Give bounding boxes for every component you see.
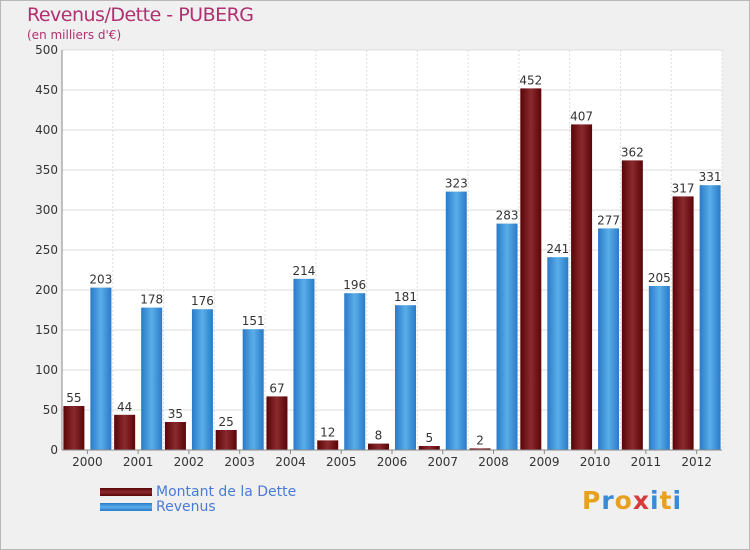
logo-letter: o — [614, 486, 633, 515]
data-label-revenus: 181 — [394, 290, 417, 304]
data-label-dette: 67 — [269, 381, 284, 395]
bar-dette — [571, 124, 593, 451]
y-tick-label: 200 — [35, 283, 58, 297]
bar-revenus — [496, 223, 518, 450]
y-tick-label: 100 — [35, 363, 58, 377]
data-label-dette: 362 — [621, 145, 644, 159]
x-tick-label: 2011 — [631, 455, 662, 469]
x-tick-label: 2003 — [224, 455, 255, 469]
bar-revenus — [395, 305, 416, 450]
axes: 0 50 100 150 200 250 300 350 400 450 500 2000 2001 20… — [35, 43, 722, 469]
data-label-revenus: 196 — [343, 278, 366, 292]
data-label-revenus: 176 — [191, 294, 214, 308]
data-label-revenus: 178 — [140, 293, 163, 307]
logo-letter: i — [650, 486, 660, 515]
bar-dette — [266, 396, 288, 450]
y-tick-label: 450 — [35, 83, 58, 97]
bar-revenus — [547, 257, 569, 450]
bar-dette — [520, 88, 542, 451]
bar-dette — [672, 196, 694, 450]
legend-label-dette: Montant de la Dette — [156, 483, 297, 500]
data-label-revenus: 241 — [546, 242, 569, 256]
x-tick-label: 2009 — [529, 455, 560, 469]
x-tick-label: 2004 — [275, 455, 306, 469]
data-label-revenus: 214 — [293, 264, 316, 278]
data-label-dette: 8 — [375, 429, 383, 443]
x-tick-label: 2005 — [326, 455, 357, 469]
x-tick-label: 2006 — [377, 455, 408, 469]
x-tick-label: 2000 — [72, 455, 103, 469]
bar-revenus — [191, 309, 213, 450]
bar-dette — [114, 414, 136, 450]
data-label-dette: 452 — [519, 73, 542, 87]
y-tick-label: 0 — [50, 443, 58, 457]
bar-dette — [368, 443, 389, 450]
x-tick-label: 2008 — [478, 455, 509, 469]
y-tick-label: 50 — [43, 403, 58, 417]
bar-revenus — [445, 191, 467, 450]
proxiti-logo: Proxiti — [582, 486, 682, 515]
data-label-dette: 407 — [570, 109, 593, 123]
data-label-dette: 5 — [425, 431, 433, 445]
x-tick-label: 2010 — [580, 455, 611, 469]
bar-revenus — [90, 287, 112, 450]
data-label-revenus: 277 — [597, 213, 620, 227]
bar-dette — [418, 446, 440, 450]
data-label-revenus: 331 — [699, 170, 722, 184]
y-tick-label: 300 — [35, 203, 58, 217]
data-label-dette: 12 — [320, 425, 335, 439]
bar-dette — [621, 160, 643, 450]
legend-swatch-dette — [100, 487, 152, 496]
chart-subtitle: (en milliers d'€) — [27, 28, 122, 42]
logo-letter: x — [632, 486, 650, 515]
data-label-revenus: 151 — [242, 314, 265, 328]
data-label-dette: 2 — [476, 433, 484, 447]
legend-swatch-revenus — [100, 502, 152, 511]
bar-dette — [215, 430, 237, 450]
data-label-dette: 317 — [672, 181, 695, 195]
y-tick-label: 500 — [35, 43, 58, 57]
logo-letter: i — [672, 486, 683, 515]
bars — [63, 88, 721, 451]
bar-revenus — [648, 286, 670, 450]
bar-revenus — [344, 293, 366, 450]
logo-letter: P — [582, 486, 602, 515]
bar-revenus — [598, 228, 620, 450]
legend-item-revenus: Revenus — [100, 498, 296, 515]
bar-dette — [164, 422, 186, 450]
data-labels: 55 203 44 178 35 176 25 151 67 214 12 196 8 181 5 323 2 2… — [66, 73, 721, 447]
legend-item-dette: Montant de la Dette — [100, 483, 297, 500]
y-tick-label: 250 — [35, 243, 58, 257]
x-tick-label: 2012 — [681, 455, 712, 469]
x-tick-label: 2001 — [123, 455, 154, 469]
data-label-revenus: 283 — [496, 209, 519, 223]
data-label-revenus: 205 — [648, 271, 671, 285]
data-label-revenus: 203 — [89, 273, 112, 287]
data-label-dette: 55 — [66, 391, 81, 405]
bar-revenus — [141, 307, 163, 450]
logo-letter: t — [659, 486, 673, 515]
chart-title: Revenus/Dette - PUBERG — [27, 4, 254, 26]
y-tick-label: 400 — [35, 123, 58, 137]
bar-dette — [317, 440, 339, 450]
x-tick-label: 2007 — [427, 455, 458, 469]
bar-dette — [469, 448, 491, 450]
data-label-dette: 44 — [117, 400, 132, 414]
logo-letter: r — [601, 486, 615, 515]
bar-revenus — [242, 329, 264, 450]
data-label-revenus: 323 — [445, 177, 468, 191]
legend-label-revenus: Revenus — [156, 498, 216, 515]
data-label-dette: 25 — [219, 415, 234, 429]
bar-dette — [63, 406, 85, 450]
y-tick-label: 150 — [35, 323, 58, 337]
data-label-dette: 35 — [168, 407, 183, 421]
legend: Montant de la Dette Revenus — [100, 483, 297, 515]
bar-revenus — [293, 278, 315, 450]
y-tick-label: 350 — [35, 163, 58, 177]
bar-revenus — [699, 185, 721, 450]
x-tick-label: 2002 — [174, 455, 205, 469]
